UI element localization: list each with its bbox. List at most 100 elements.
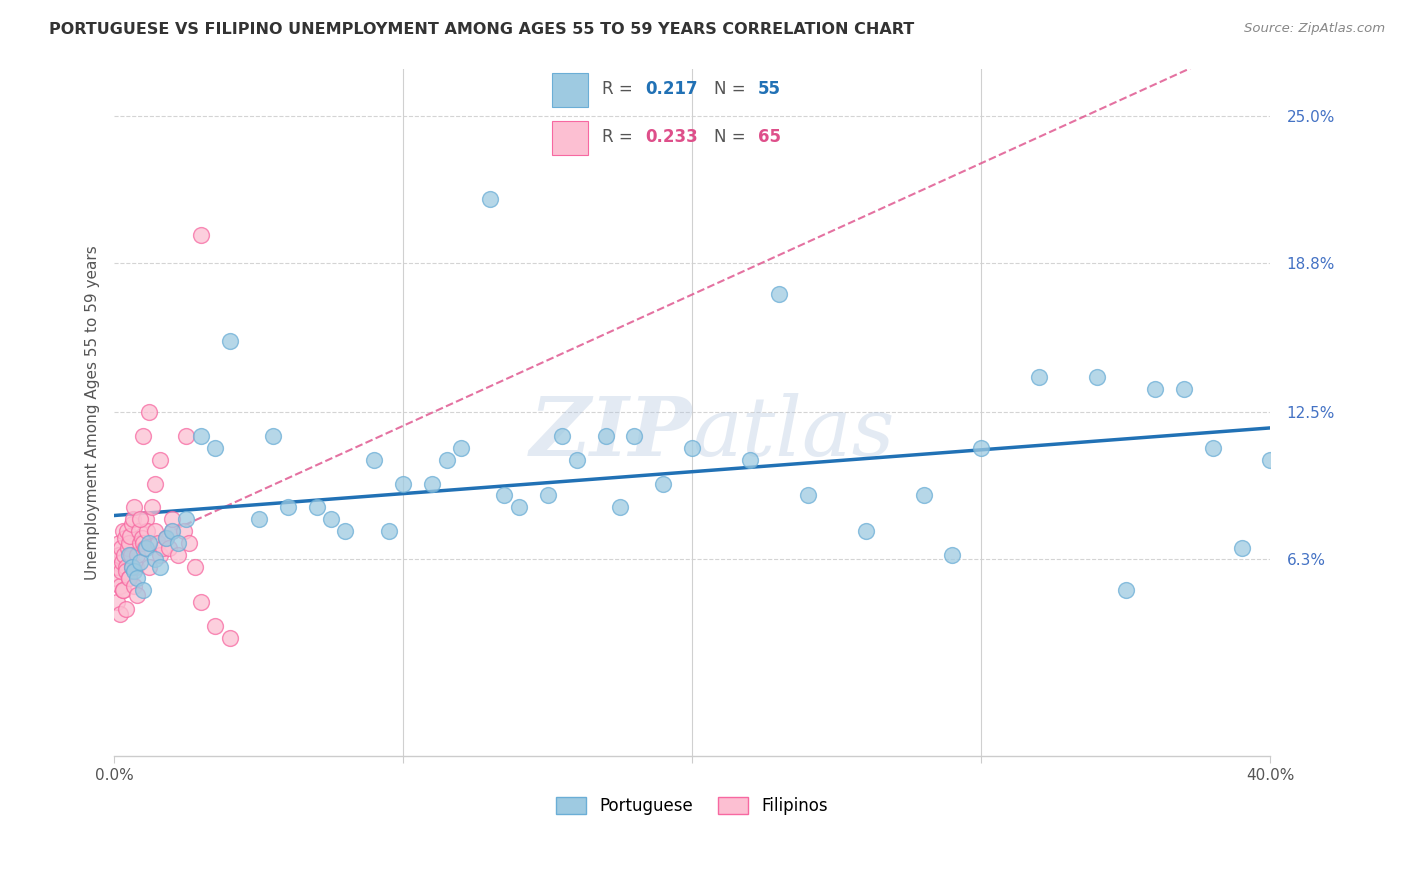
Text: 0.217: 0.217 xyxy=(645,80,699,98)
Point xyxy=(129,536,152,550)
Point xyxy=(141,500,163,515)
Point xyxy=(740,452,762,467)
Point xyxy=(1085,369,1108,384)
Text: PORTUGUESE VS FILIPINO UNEMPLOYMENT AMONG AGES 55 TO 59 YEARS CORRELATION CHART: PORTUGUESE VS FILIPINO UNEMPLOYMENT AMON… xyxy=(49,22,914,37)
Point xyxy=(392,476,415,491)
Point xyxy=(681,441,703,455)
Point xyxy=(149,452,172,467)
Point xyxy=(125,559,148,574)
Point xyxy=(1230,541,1253,555)
Point xyxy=(135,512,157,526)
Point xyxy=(132,583,155,598)
Point xyxy=(609,500,631,515)
Point xyxy=(114,531,136,545)
Point xyxy=(121,559,143,574)
Text: 0.233: 0.233 xyxy=(645,128,699,146)
Point xyxy=(120,548,142,562)
Point xyxy=(184,559,207,574)
Text: 65: 65 xyxy=(758,128,780,146)
Point xyxy=(420,476,443,491)
Point xyxy=(129,512,152,526)
Point xyxy=(652,476,675,491)
Point xyxy=(970,441,993,455)
Point xyxy=(132,429,155,443)
Text: 55: 55 xyxy=(758,80,780,98)
Point xyxy=(176,512,198,526)
Point xyxy=(166,548,188,562)
Point xyxy=(450,441,472,455)
Point xyxy=(112,583,135,598)
Point xyxy=(190,595,212,609)
Point xyxy=(218,631,240,645)
Point xyxy=(335,524,357,538)
Point xyxy=(132,536,155,550)
Point xyxy=(115,524,138,538)
Point xyxy=(218,334,240,349)
Point xyxy=(204,619,226,633)
Text: R =: R = xyxy=(602,128,638,146)
Point xyxy=(941,548,963,562)
Point xyxy=(124,564,146,578)
Point xyxy=(111,583,134,598)
Point xyxy=(436,452,458,467)
Point xyxy=(1260,452,1282,467)
Point xyxy=(104,571,127,585)
Point xyxy=(319,512,342,526)
Point xyxy=(131,531,153,545)
Point xyxy=(105,595,128,609)
Point xyxy=(204,441,226,455)
Point xyxy=(143,524,166,538)
Point xyxy=(117,548,139,562)
Point xyxy=(143,552,166,566)
Point xyxy=(166,536,188,550)
Point xyxy=(114,602,136,616)
Point xyxy=(478,192,501,206)
FancyBboxPatch shape xyxy=(553,73,588,106)
Point xyxy=(114,559,136,574)
Point xyxy=(122,512,145,526)
Point xyxy=(136,524,159,538)
Point xyxy=(494,488,516,502)
Point xyxy=(108,578,131,592)
Point xyxy=(127,571,149,585)
Point xyxy=(124,578,146,592)
Point xyxy=(118,536,141,550)
Point xyxy=(508,500,530,515)
Point xyxy=(855,524,877,538)
Point xyxy=(127,548,149,562)
Point xyxy=(565,452,588,467)
Point xyxy=(595,429,617,443)
Point xyxy=(160,512,183,526)
Point xyxy=(124,500,146,515)
Point xyxy=(138,536,160,550)
Point xyxy=(155,531,177,545)
Text: R =: R = xyxy=(602,80,638,98)
Point xyxy=(117,571,139,585)
Point xyxy=(1028,369,1050,384)
Point xyxy=(149,548,172,562)
Point xyxy=(143,476,166,491)
Point xyxy=(247,512,270,526)
Text: Source: ZipAtlas.com: Source: ZipAtlas.com xyxy=(1244,22,1385,36)
Point xyxy=(117,541,139,555)
Point xyxy=(129,555,152,569)
Legend: Portuguese, Filipinos: Portuguese, Filipinos xyxy=(548,789,837,823)
Point xyxy=(127,588,149,602)
Text: ZIP: ZIP xyxy=(530,393,692,473)
Point xyxy=(155,531,177,545)
Point xyxy=(537,488,560,502)
Point xyxy=(1115,583,1137,598)
Point xyxy=(121,516,143,531)
Point xyxy=(115,564,138,578)
Point xyxy=(107,536,129,550)
Point xyxy=(173,524,195,538)
Point xyxy=(623,429,645,443)
Point xyxy=(134,541,156,555)
Text: N =: N = xyxy=(714,80,751,98)
Point xyxy=(120,529,142,543)
Point xyxy=(768,286,790,301)
Point xyxy=(551,429,574,443)
Point xyxy=(108,548,131,562)
Point xyxy=(1143,382,1166,396)
Point xyxy=(138,559,160,574)
